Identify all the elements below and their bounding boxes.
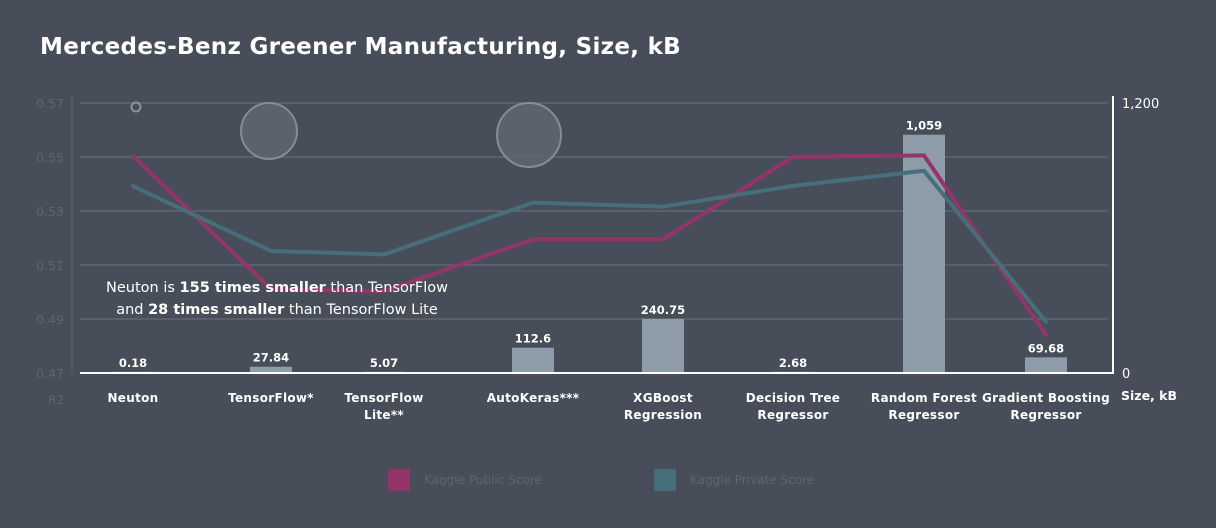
x-tick-label: TensorFlow [344,391,423,405]
legend-item-private[interactable]: Kaggle Private Score [654,469,814,491]
x-tick-label: Regressor [888,408,959,422]
legend-label-private: Kaggle Private Score [690,473,815,487]
y-tick-label-left: 0.49 [36,312,64,327]
bar [1025,357,1067,373]
chart-legend: Kaggle Public Score Kaggle Private Score [0,469,1216,493]
bar-value-label: 0.18 [119,356,147,370]
y-tick-label-left: 0.55 [36,150,64,165]
x-tick-label: AutoKeras*** [487,391,580,405]
x-tick-label: TensorFlow* [228,391,314,405]
y-tick-label-left: 0.51 [36,258,64,273]
x-tick-label: Lite** [364,408,404,422]
series-line-kaggle-private-score [131,168,1048,324]
series-line-kaggle-public-score [131,153,1048,338]
y-tick-label-right: 1,200 [1122,97,1159,112]
legend-label-public: Kaggle Public Score [424,473,542,487]
y-tick-label-right: 0 [1122,367,1130,382]
y-axis-title-right: Size, kB [1121,388,1177,403]
bar-value-label: 69.68 [1028,341,1064,355]
bar-value-label: 240.75 [641,303,685,317]
y-tick-label-left: 0.57 [36,96,64,111]
chart-title: Mercedes-Benz Greener Manufacturing, Siz… [40,34,682,60]
bar [642,318,684,373]
x-tick-label: XGBoost [633,391,693,405]
x-tick-label: Regressor [1010,408,1081,422]
x-tick-label: Decision Tree [746,391,841,405]
legend-item-public[interactable]: Kaggle Public Score [388,469,542,491]
legend-swatch-private [654,469,676,491]
legend-swatch-public [388,469,410,491]
x-tick-label: Regressor [757,408,828,422]
y-tick-label-left: 0.53 [36,204,64,219]
annotation-line2: and 28 times smaller than TensorFlow Lit… [116,302,438,318]
bar-value-label: 2.68 [779,356,807,370]
x-tick-label: Gradient Boosting [982,391,1110,405]
x-tick-label: Regression [624,408,702,422]
bar [512,347,554,373]
bar-value-label: 5.07 [370,356,398,370]
hover-marker [240,102,298,160]
x-tick-label: Neuton [107,391,158,405]
bar-value-label: 112.6 [515,332,551,346]
bar-value-label: 27.84 [253,351,289,365]
hover-marker [496,102,562,168]
y-axis-title-left: R2 [48,393,64,407]
bar-value-label: 1,059 [906,119,942,133]
y-tick-label-left: 0.47 [36,366,64,381]
bar [250,366,292,373]
annotation-line1: Neuton is 155 times smaller than TensorF… [106,280,448,296]
hover-marker [130,101,142,113]
x-tick-label: Random Forest [871,391,977,405]
